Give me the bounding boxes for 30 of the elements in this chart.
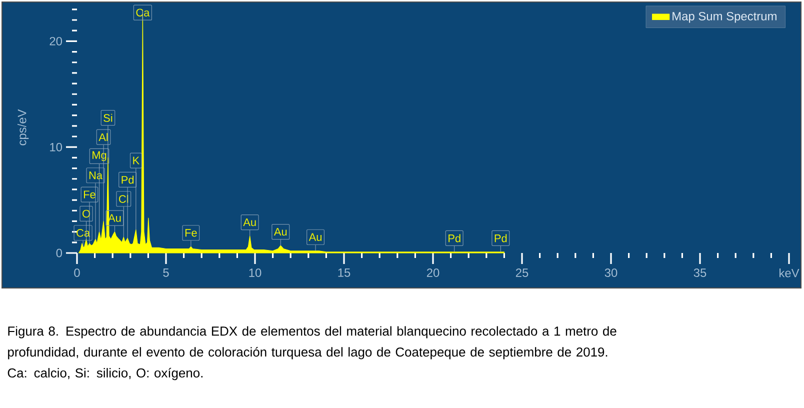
annotation: O [82,210,90,218]
annotation: Al [98,133,108,141]
y-axis-title: cps/eV [17,109,29,146]
legend-label: Map Sum Spectrum [672,12,776,23]
x-tick-label: 30 [604,268,618,277]
annotation: Au [308,233,322,241]
annotation: Pd [122,176,134,184]
y-tick-label: 0 [56,248,62,258]
annotation: Si [104,114,112,122]
annotation: Cl [119,194,128,203]
annotation: Fe [84,190,96,198]
text: Figura 8. Espectro de abundancia EDX de elementos del material blanquecino recolectado a 1 metro de profundidad, durante el evento de coloración turquesa del lago de Coatepeque de septiembre de 2019. [8,326,616,360]
x-tick-label: 25 [516,268,528,277]
x-tick-label: 15 [338,268,350,277]
x-tick-label: 10 [249,268,262,277]
y-tick-label: 10 [50,142,62,152]
x-tick-label: keV [780,268,800,278]
annotation: Fe [185,229,197,237]
y-tick-label: 20 [50,36,62,46]
annotation: Pd [494,234,507,242]
annotation: Au [243,218,256,226]
annotation: Au [274,228,287,236]
x-tick-label: 5 [163,268,169,277]
x-tick-label: 0 [74,268,80,277]
x-tick-label: 20 [426,268,440,277]
annotation: Mg [92,151,106,162]
text: Ca: calcio, Si: silicio, O: oxígeno. [8,368,202,380]
annotation: K [133,156,140,164]
x-tick-label: 35 [694,268,706,277]
annotation: Pd [448,234,460,242]
